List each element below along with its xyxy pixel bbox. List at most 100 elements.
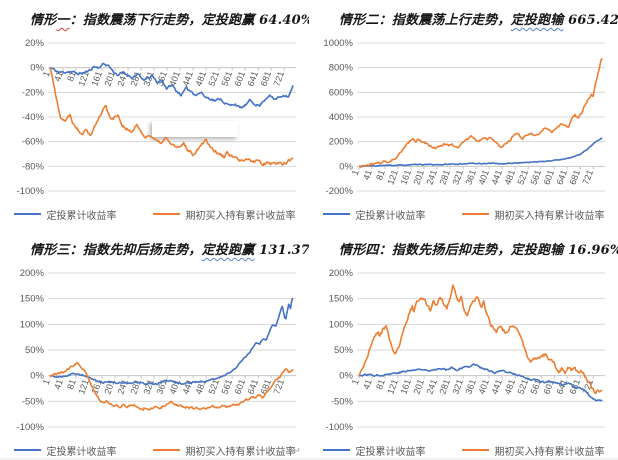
svg-text:161: 161 [398, 169, 413, 187]
chart-cell-scenario-4: 情形四：指数先扬后抑走势，定投跑输 16.96%↵ 200% 150% 100% 50… [309, 230, 618, 460]
svg-text:681: 681 [259, 378, 274, 396]
dca-line-swatch [322, 449, 350, 451]
paragraph-mark: ↵ [292, 446, 301, 457]
title-segment: 131.37% [259, 243, 309, 258]
svg-text:601: 601 [542, 169, 557, 187]
svg-text:161: 161 [89, 378, 104, 396]
svg-text:100%: 100% [329, 319, 354, 330]
svg-text:121: 121 [76, 70, 91, 88]
chart-plot-scenario-2: 1000% 800% 600% 400% 200% 0% -200% 1 41 81 121 161 2… [309, 35, 618, 202]
svg-text:161: 161 [89, 70, 104, 88]
svg-text:441: 441 [180, 70, 195, 88]
chart-legend: 定投累计收益率 期初买入持有累计收益率 [309, 438, 618, 460]
svg-text:0%: 0% [339, 161, 353, 172]
title-segment: 定投跑赢 [201, 243, 255, 258]
title-segment: 情形三：指数先抑后扬走势， [30, 243, 202, 258]
title-segment: 定投跑输 [510, 13, 564, 28]
svg-text:-200%: -200% [326, 186, 354, 197]
svg-text:-40%: -40% [22, 112, 45, 123]
buyhold-line-swatch [152, 213, 180, 215]
svg-text:-80%: -80% [22, 161, 45, 172]
svg-text:601: 601 [233, 378, 248, 396]
svg-text:-20%: -20% [22, 87, 45, 98]
svg-text:721: 721 [581, 169, 596, 187]
svg-text:81: 81 [65, 378, 78, 391]
dca-line-swatch [13, 213, 41, 215]
svg-text:200%: 200% [329, 268, 354, 279]
svg-text:600%: 600% [329, 87, 354, 98]
buyhold-line-swatch [461, 449, 489, 451]
svg-text:150%: 150% [329, 294, 354, 305]
title-segment: 情形 [30, 13, 57, 28]
svg-text:1000%: 1000% [323, 38, 353, 49]
svg-text:641: 641 [246, 378, 261, 396]
svg-text:641: 641 [555, 169, 570, 187]
dca-legend-label: 定投累计收益率 [46, 210, 117, 222]
svg-text:41: 41 [361, 169, 374, 182]
buyhold-line-swatch [461, 213, 489, 215]
dca-line-swatch [322, 213, 350, 215]
svg-text:800%: 800% [329, 63, 354, 74]
svg-text:481: 481 [503, 169, 518, 187]
svg-text:281: 281 [437, 169, 452, 187]
dca-legend-label: 定投累计收益率 [46, 446, 117, 458]
chart-cell-scenario-3: 情形三：指数先抑后扬走势，定投跑赢 131.37%↵ 200%150%100%5… [0, 230, 309, 460]
dca-series-line [49, 62, 294, 109]
buyhold-series-line [358, 284, 603, 395]
chart-title-scenario-3: 情形三：指数先抑后扬走势，定投跑赢 131.37%↵ [0, 230, 309, 265]
svg-text:521: 521 [516, 378, 531, 396]
chart-legend: 定投累计收益率 期初买入持有累计收益率 [0, 202, 309, 226]
svg-text:50%: 50% [334, 345, 354, 356]
svg-text:1: 1 [41, 70, 52, 78]
svg-text:561: 561 [529, 378, 544, 396]
svg-text:321: 321 [141, 378, 156, 396]
buyhold-legend-label: 期初买入持有累计收益率 [494, 446, 605, 458]
svg-text:41: 41 [52, 70, 65, 83]
svg-text:200%: 200% [20, 268, 45, 279]
svg-text:721: 721 [272, 70, 287, 88]
svg-text:50%: 50% [25, 345, 45, 356]
buyhold-series-line [358, 57, 603, 168]
chart-svg: 200%150%100%50%0%-50%-100%1 41 81121161201… [17, 268, 296, 433]
title-segment: 情形二：指数震荡上行走势， [339, 13, 511, 28]
legend-item-buyhold: 期初买入持有累计收益率 [152, 207, 296, 222]
svg-text:361: 361 [154, 378, 169, 396]
svg-text:20%: 20% [25, 38, 45, 49]
svg-text:361: 361 [463, 169, 478, 187]
svg-text:521: 521 [516, 169, 531, 187]
svg-text:1: 1 [350, 169, 361, 177]
svg-text:561: 561 [220, 70, 235, 88]
svg-text:-60%: -60% [22, 137, 45, 148]
svg-text:41: 41 [361, 378, 374, 391]
chart-svg: 20%0%-20%-40%-60%-80%-100%1 41 81121161201… [17, 38, 296, 197]
title-segment: 一 [56, 13, 70, 28]
svg-text:150%: 150% [20, 294, 45, 305]
svg-text:121: 121 [76, 378, 91, 396]
svg-text:721: 721 [272, 378, 287, 396]
legend-item-dca: 定投累计收益率 [322, 443, 426, 458]
svg-text:481: 481 [503, 378, 518, 396]
chart-svg: 1000%800%600%400%200%0%-200%1 41 811211612… [323, 38, 605, 197]
svg-text:0%: 0% [30, 371, 44, 382]
svg-text:1: 1 [41, 378, 52, 386]
dca-legend-label: 定投累计收益率 [355, 210, 426, 222]
dca-series-line [359, 137, 603, 168]
svg-text:241: 241 [424, 169, 439, 187]
buyhold-series-line [49, 361, 294, 411]
svg-text:-100%: -100% [326, 422, 354, 433]
dca-line-swatch [13, 449, 41, 451]
legend-item-buyhold: 期初买入持有累计收益率 [461, 207, 605, 222]
svg-text:441: 441 [180, 378, 195, 396]
dca-series-line [49, 297, 294, 386]
title-segment: 情形四：指数先扬后抑走势，定投跑输 16.96% [339, 243, 618, 258]
svg-text:-50%: -50% [22, 396, 45, 407]
chart-title-scenario-1: 情形一：指数震荡下行走势，定投跑赢 64.40%↵ [0, 0, 309, 35]
svg-text:281: 281 [437, 378, 452, 396]
title-segment: ：指数震荡下行走势，定投跑赢 64.40% [69, 13, 309, 28]
legend-item-buyhold: 期初买入持有累计收益率 [152, 443, 296, 458]
svg-text:-50%: -50% [331, 396, 354, 407]
svg-text:321: 321 [450, 169, 465, 187]
svg-text:-100%: -100% [17, 422, 45, 433]
svg-text:401: 401 [476, 169, 491, 187]
svg-text:321: 321 [450, 378, 465, 396]
